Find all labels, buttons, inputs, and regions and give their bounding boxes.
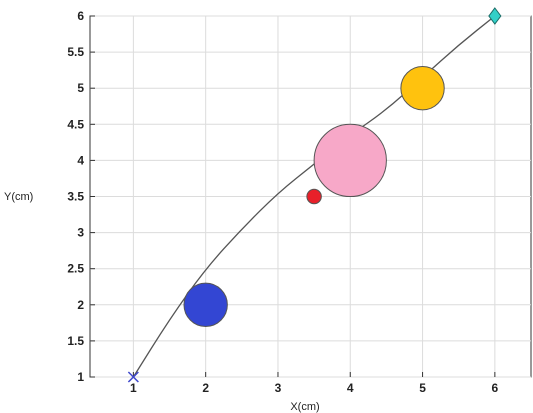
y-tick-label: 4.5 bbox=[67, 117, 84, 131]
x-tick-label: 5 bbox=[419, 381, 426, 395]
y-tick-label: 5.5 bbox=[67, 45, 84, 59]
y-tick-label: 4 bbox=[77, 153, 84, 167]
start-marker-x-b bbox=[127, 371, 139, 383]
data-circle bbox=[400, 66, 445, 111]
y-tick-label: 3.5 bbox=[67, 190, 84, 204]
y-tick-label: 2.5 bbox=[67, 262, 84, 276]
y-axis-label: Y(cm) bbox=[4, 191, 33, 203]
circles-layer bbox=[183, 66, 445, 327]
ticks: 1 2 3 4 5 6 1 1.5 2 2.5 3 3.5 4 4.5 5 5.5 6 bbox=[67, 9, 498, 395]
data-circle bbox=[306, 188, 322, 205]
x-tick-label: 2 bbox=[202, 381, 209, 395]
x-tick-label: 4 bbox=[347, 381, 354, 395]
y-tick-label: 3 bbox=[77, 226, 84, 240]
x-tick-label: 3 bbox=[275, 381, 282, 395]
data-circle bbox=[313, 123, 387, 198]
y-tick-label: 1 bbox=[77, 370, 84, 384]
grid bbox=[90, 15, 531, 378]
y-tick-label: 6 bbox=[77, 9, 84, 23]
data-circle bbox=[183, 282, 228, 327]
y-tick-label: 1.5 bbox=[67, 334, 84, 348]
y-tick-label: 2 bbox=[77, 298, 84, 312]
x-tick-label: 1 bbox=[130, 381, 137, 395]
x-tick-label: 6 bbox=[492, 381, 499, 395]
y-tick-label: 5 bbox=[77, 81, 84, 95]
end-marker-diamond bbox=[488, 7, 502, 25]
x-axis-label: X(cm) bbox=[290, 401, 319, 413]
markers-layer bbox=[127, 7, 502, 383]
